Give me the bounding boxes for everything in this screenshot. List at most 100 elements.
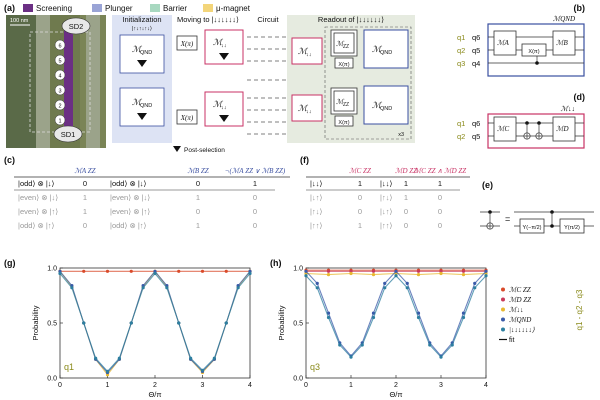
svg-text:q6: q6	[472, 119, 480, 128]
data-point	[117, 356, 121, 360]
table-cell: |↓↓⟩	[310, 179, 322, 188]
data-point	[461, 315, 466, 320]
svg-text:ℳ: ℳ	[213, 37, 224, 47]
dot-label: 1	[58, 119, 61, 125]
x-tick-label: 0	[58, 382, 62, 389]
table-cell: |↑↓⟩	[310, 207, 322, 216]
moving-xpi-bottom: X(π)	[176, 109, 198, 125]
data-point	[461, 273, 466, 277]
legend-marker	[501, 327, 505, 332]
init-state: |↑↓↑↓↑↓⟩	[132, 25, 152, 32]
table-cell: 1	[358, 179, 362, 188]
data-point	[405, 286, 409, 290]
data-point	[473, 281, 477, 285]
svg-text:X(π): X(π)	[528, 49, 539, 55]
x-axis-label: Θ/π	[148, 390, 161, 399]
svg-text:=: =	[505, 214, 510, 224]
svg-text:q5: q5	[472, 46, 480, 55]
data-point	[416, 315, 421, 320]
x-tick-label: 2	[394, 382, 398, 389]
legend-marker	[501, 297, 505, 302]
table-cell: 0	[196, 207, 200, 216]
panel-label-h: (h)	[270, 258, 282, 268]
table-c-header-a: ℳA ZZ	[74, 167, 95, 175]
data-point	[248, 271, 252, 276]
series-line	[305, 270, 487, 357]
dot-marker	[54, 39, 66, 51]
table-cell: |odd⟩ ⊗ |↓⟩	[18, 179, 55, 188]
svg-text:ℳ: ℳ	[298, 103, 309, 113]
data-point	[82, 321, 86, 325]
readout-mdown-bottom: ℳ ↓↓	[291, 94, 323, 122]
series-line	[305, 274, 487, 358]
data-point	[315, 281, 319, 285]
data-point	[105, 373, 110, 377]
svg-text:↓↓: ↓↓	[306, 52, 312, 58]
svg-text:Y(π/2): Y(π/2)	[564, 225, 580, 231]
table-cell: 1	[196, 193, 200, 202]
table-cell: 0	[358, 193, 362, 202]
data-point	[129, 321, 133, 325]
svg-text:q6: q6	[472, 33, 480, 42]
panel-label-f: (f)	[300, 155, 309, 165]
svg-text:ℳ: ℳ	[213, 99, 224, 109]
sd2-ellipse	[61, 17, 91, 35]
readout-mzz-top: ℳ ZZ X(π)	[330, 29, 358, 69]
data-point	[105, 269, 110, 273]
data-point	[58, 269, 62, 273]
data-point	[326, 269, 331, 273]
plot-h: 0 1 2 3 4 0.0 0.5 1.0 Θ/π Probability q3	[277, 266, 488, 400]
dot-marker	[54, 54, 66, 66]
table-cell: |↑↓⟩	[380, 193, 392, 202]
table-cell: 0	[83, 179, 87, 188]
moving-xpi-top: X(π)	[176, 35, 198, 51]
table-cell: 0	[404, 221, 408, 230]
readout-mzz-bottom: ℳ ZZ X(π)	[330, 87, 358, 127]
qubit-label: q3	[310, 362, 320, 372]
panel-label-g: (g)	[4, 258, 16, 268]
svg-text:q3: q3	[457, 59, 465, 68]
table-cell: 1	[404, 193, 408, 202]
svg-text:q1: q1	[457, 119, 465, 128]
plot-g: 0 1 2 3 4 0.0 0.5 1.0 Θ/π Probability q1	[31, 266, 252, 400]
legend-marker	[501, 287, 505, 292]
table-c-header-b: ℳB ZZ	[187, 167, 208, 175]
table-cell: |↓↓⟩	[380, 179, 392, 188]
circuit-title: Circuit	[257, 15, 279, 24]
init-mqnd-top: ℳ QND	[119, 34, 165, 74]
series-line	[59, 270, 251, 374]
svg-text:ℳA: ℳA	[497, 39, 509, 47]
legend-swatch-magnet	[203, 4, 213, 12]
svg-text:ZZ: ZZ	[343, 44, 349, 50]
filter-icon	[137, 60, 147, 67]
data-point	[129, 269, 133, 273]
legend-magnet: μ-magnet	[216, 4, 251, 13]
table-cell: |↓↑⟩	[310, 193, 322, 202]
table-cell: |odd⟩ ⊗ |↑⟩	[18, 221, 55, 230]
table-f-header-and: ℳC ZZ ∧ ℳD ZZ	[414, 167, 466, 175]
data-point	[177, 269, 181, 273]
data-point	[224, 321, 228, 325]
repeat-label: x3	[398, 132, 404, 138]
table-cell: 1	[253, 179, 257, 188]
table-cell: |odd⟩ ⊗ |↓⟩	[110, 179, 147, 188]
table-cell: |odd⟩ ⊗ |↑⟩	[110, 221, 147, 230]
quantum-dot-markers: 6 5 4 3 2 1	[54, 39, 66, 126]
panel-e-identity: = Y(−π/2) Y(π/2)	[480, 210, 594, 234]
dot-marker	[54, 99, 66, 111]
table-cell: 0	[358, 207, 362, 216]
svg-text:X(π): X(π)	[180, 40, 194, 48]
table-cell: 1	[358, 221, 362, 230]
data-point	[383, 281, 387, 285]
table-cell: 0	[196, 179, 200, 188]
sd1-ellipse	[53, 125, 83, 143]
y-tick-label: 1.0	[293, 266, 303, 273]
y-tick-label: 0.0	[47, 376, 57, 383]
table-cell: |even⟩ ⊗ |↑⟩	[110, 207, 150, 216]
x-tick-label: 3	[439, 382, 443, 389]
svg-text:ℳ: ℳ	[132, 97, 143, 107]
legend-entry: ℳQND	[509, 316, 531, 324]
svg-text:ℳ: ℳ	[132, 44, 143, 54]
table-cell: 1	[404, 179, 408, 188]
